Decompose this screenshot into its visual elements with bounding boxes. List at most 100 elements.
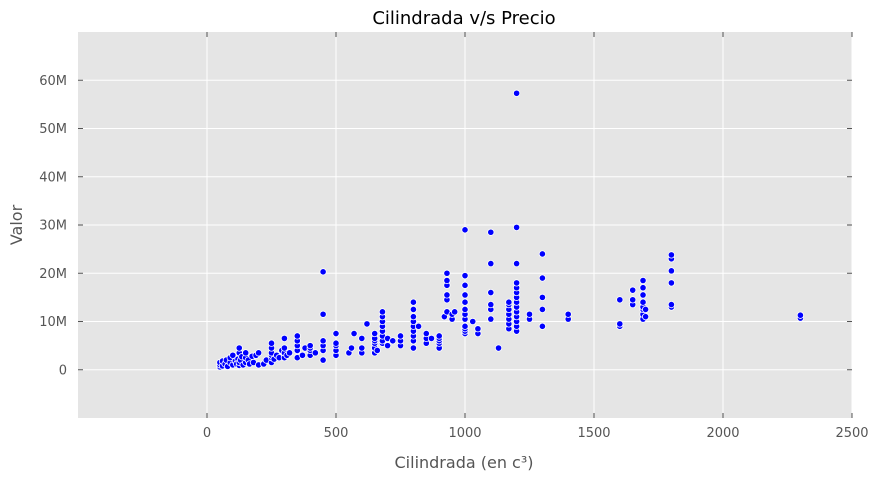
data-point	[639, 298, 647, 306]
data-point	[409, 298, 417, 306]
data-point	[306, 342, 314, 350]
data-point	[451, 308, 459, 316]
data-point	[487, 315, 495, 323]
x-tick-label: 2000	[706, 426, 739, 441]
data-points	[216, 89, 805, 371]
y-tick-label: 10M	[39, 315, 67, 330]
data-point	[461, 226, 469, 234]
data-point	[487, 228, 495, 236]
data-point	[469, 317, 477, 326]
data-point	[378, 308, 387, 316]
data-point	[525, 310, 534, 318]
x-tick-label: 0	[203, 426, 211, 441]
data-point	[461, 281, 469, 289]
data-point	[667, 279, 676, 287]
data-point	[319, 310, 327, 318]
data-point	[461, 298, 469, 306]
data-point	[538, 274, 547, 282]
data-point	[409, 313, 417, 321]
data-point	[235, 344, 243, 352]
data-point	[512, 259, 521, 268]
data-point	[639, 284, 647, 292]
x-tick-label: 1500	[577, 426, 610, 441]
data-point	[639, 291, 647, 299]
data-point	[373, 346, 381, 355]
data-point	[280, 334, 288, 342]
data-point	[494, 344, 503, 352]
y-tick-label: 40M	[39, 170, 67, 185]
data-point	[641, 313, 650, 321]
data-point	[358, 334, 366, 342]
data-point	[443, 269, 451, 277]
data-point	[538, 250, 547, 258]
data-point	[474, 325, 482, 333]
data-point	[422, 329, 430, 338]
data-point	[667, 251, 676, 259]
data-point	[371, 329, 379, 338]
data-point	[319, 268, 327, 276]
data-point	[667, 301, 676, 309]
data-point	[616, 320, 624, 328]
data-point	[409, 305, 417, 314]
data-point	[538, 293, 547, 301]
data-point	[347, 344, 356, 352]
data-point	[667, 267, 676, 275]
y-tick-label: 50M	[39, 122, 67, 137]
axis-ticks	[78, 32, 853, 418]
y-axis-label: Valor	[7, 204, 26, 245]
data-point	[564, 310, 572, 318]
data-point	[242, 349, 250, 357]
data-point	[487, 301, 495, 309]
data-point	[383, 342, 392, 350]
data-point	[332, 329, 340, 338]
data-point	[629, 296, 637, 304]
data-point	[629, 286, 637, 294]
data-point	[427, 334, 436, 342]
data-point	[414, 322, 423, 330]
data-point	[396, 332, 405, 340]
data-point	[639, 276, 647, 285]
data-point	[641, 305, 650, 314]
data-point	[363, 320, 371, 328]
data-point	[461, 272, 469, 280]
data-point	[461, 291, 469, 299]
data-point	[319, 356, 327, 364]
data-point	[285, 349, 294, 357]
data-point	[311, 349, 319, 357]
data-point	[358, 344, 366, 352]
data-point	[332, 339, 340, 347]
data-point	[512, 279, 521, 287]
data-point	[512, 223, 521, 232]
x-tick-label: 500	[324, 426, 349, 441]
data-point	[319, 337, 327, 345]
data-point	[293, 332, 301, 340]
data-point	[487, 259, 495, 268]
data-point	[350, 329, 358, 338]
data-point	[538, 305, 547, 314]
data-point	[512, 89, 521, 97]
data-point	[229, 351, 237, 359]
data-point	[461, 322, 469, 330]
data-point	[796, 311, 805, 319]
data-point	[298, 351, 307, 359]
data-point	[255, 349, 263, 357]
data-point	[538, 322, 547, 330]
x-tick-label: 1000	[448, 426, 481, 441]
y-tick-label: 30M	[39, 219, 67, 234]
data-point	[505, 298, 513, 306]
data-point	[487, 288, 495, 297]
data-point	[435, 332, 443, 340]
data-point	[267, 339, 276, 347]
data-point	[616, 296, 624, 304]
data-point	[443, 276, 451, 285]
y-tick-label: 60M	[39, 74, 67, 89]
y-tick-labels: 0 10M 20M 30M 40M 50M 60M	[39, 74, 67, 379]
x-tick-label: 2500	[835, 426, 868, 441]
data-point	[280, 344, 288, 352]
data-point	[461, 305, 469, 314]
grid-lines	[78, 32, 853, 418]
x-axis-label: Cilindrada (en c³)	[395, 453, 534, 472]
data-point	[409, 344, 417, 352]
y-tick-label: 0	[59, 363, 67, 378]
